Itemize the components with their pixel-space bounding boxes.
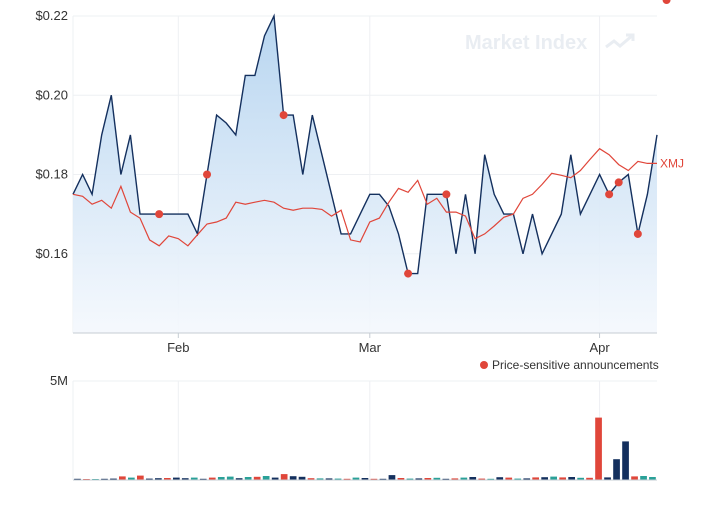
- volume-bar: [478, 478, 486, 480]
- watermark-text: Market Index: [465, 32, 587, 54]
- volume-bar: [173, 477, 180, 480]
- volume-bar: [649, 477, 656, 480]
- announcement-marker[interactable]: [662, 0, 671, 4]
- volume-bar: [586, 477, 593, 480]
- legend: Price-sensitive announcements: [480, 358, 659, 372]
- volume-bar: [208, 477, 216, 480]
- volume-bar: [352, 477, 360, 480]
- volume-bar: [460, 477, 468, 480]
- volume-bar: [613, 459, 620, 480]
- volume-bar: [119, 476, 126, 480]
- announcement-marker[interactable]: [633, 229, 642, 238]
- volume-bar: [217, 477, 225, 480]
- announcement-marker[interactable]: [442, 190, 451, 199]
- volume-bar: [469, 477, 477, 480]
- volume-bar: [226, 476, 234, 480]
- volume-bar: [415, 478, 423, 480]
- volume-bar: [190, 477, 198, 480]
- volume-bar: [487, 478, 495, 480]
- volume-bar: [325, 478, 333, 480]
- volume-bar: [442, 478, 450, 480]
- volume-bar: [433, 477, 441, 480]
- price-line: [72, 13, 658, 275]
- volume-bar: [262, 476, 270, 480]
- volume-bar: [379, 478, 387, 480]
- price-y-tick-label: $0.22: [35, 8, 68, 23]
- announcement-marker[interactable]: [404, 269, 413, 278]
- volume-bar: [514, 478, 522, 480]
- legend-label: Price-sensitive announcements: [492, 358, 659, 372]
- volume-gridlines: [72, 380, 657, 480]
- volume-bar: [541, 477, 548, 480]
- trend-arrow-icon: [605, 33, 635, 49]
- volume-bars: [74, 417, 656, 480]
- announcement-marker[interactable]: [605, 190, 614, 199]
- volume-bar: [631, 476, 638, 480]
- volume-bar: [343, 478, 351, 480]
- volume-bar: [361, 478, 369, 480]
- volume-bar: [523, 478, 531, 480]
- volume-bar: [199, 478, 207, 480]
- volume-bar: [289, 476, 297, 480]
- volume-bar: [505, 477, 513, 480]
- volume-y-axis: 5M: [50, 373, 68, 388]
- volume-bar: [334, 478, 342, 480]
- volume-bar: [532, 477, 539, 480]
- price-x-tick-label: Mar: [359, 340, 382, 355]
- volume-bar: [397, 478, 405, 480]
- volume-bar: [604, 477, 611, 480]
- volume-bar: [406, 478, 414, 480]
- price-y-tick-label: $0.20: [35, 87, 68, 102]
- price-y-tick-label: $0.16: [35, 246, 68, 261]
- announcement-marker[interactable]: [155, 210, 164, 219]
- volume-bar: [298, 476, 306, 480]
- volume-bar: [253, 476, 261, 480]
- volume-bar: [307, 478, 315, 480]
- volume-bar: [316, 478, 324, 480]
- price-y-axis: $0.16 $0.18 $0.20 $0.22: [35, 8, 68, 261]
- volume-bar: [577, 477, 584, 480]
- price-x-tick-label: Apr: [589, 340, 610, 355]
- volume-bar: [271, 477, 279, 480]
- volume-bar: [451, 478, 459, 480]
- volume-bar: [164, 478, 171, 480]
- volume-bar: [244, 477, 252, 480]
- announcement-markers: [155, 0, 671, 278]
- volume-bar: [181, 478, 189, 480]
- legend-marker-icon: [480, 361, 488, 369]
- volume-bar: [595, 417, 602, 480]
- announcement-marker[interactable]: [279, 111, 288, 120]
- volume-bar: [101, 478, 108, 480]
- volume-bar: [146, 478, 153, 480]
- volume-bar: [424, 478, 432, 480]
- price-y-tick-label: $0.18: [35, 167, 68, 182]
- volume-y-tick-label: 5M: [50, 373, 68, 388]
- volume-bar: [640, 476, 647, 480]
- volume-bar: [388, 475, 396, 480]
- volume-bar: [155, 478, 162, 480]
- volume-bar: [137, 475, 144, 480]
- volume-bar: [496, 477, 504, 480]
- announcement-marker[interactable]: [203, 170, 212, 179]
- volume-bar: [235, 478, 243, 480]
- price-x-tick-label: Feb: [167, 340, 189, 355]
- volume-bar: [568, 477, 575, 480]
- announcement-marker[interactable]: [614, 178, 623, 187]
- volume-bar: [622, 441, 629, 480]
- volume-bar: [110, 478, 117, 480]
- volume-bar: [559, 477, 566, 480]
- xmj-index-line: [72, 147, 657, 247]
- price-area-fill: [73, 16, 657, 333]
- price-x-axis: Feb Mar Apr: [167, 333, 610, 355]
- volume-bar: [128, 477, 135, 480]
- volume-bar: [550, 476, 557, 480]
- volume-bar: [74, 478, 81, 480]
- volume-bar: [280, 474, 288, 480]
- volume-bar: [370, 478, 378, 480]
- xmj-series-label: XMJ: [660, 156, 684, 170]
